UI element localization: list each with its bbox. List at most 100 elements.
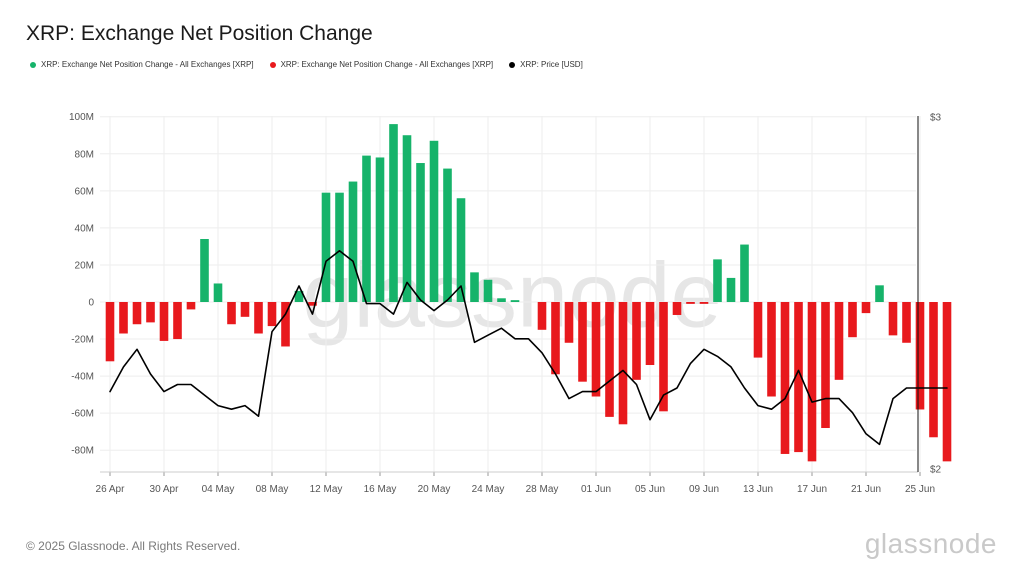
bars: [105, 124, 952, 462]
brand-logo-text: glassnode: [864, 528, 997, 559]
bar-negative: [227, 302, 236, 325]
bar-positive: [389, 124, 398, 302]
x-tick-label: 13 Jun: [743, 484, 773, 495]
legend-dot-negative: [269, 61, 276, 68]
legend-label-positive: XRP: Exchange Net Position Change - All …: [41, 60, 254, 69]
legend-item-price[interactable]: XRP: Price [USD]: [509, 60, 583, 69]
bar-negative: [308, 302, 317, 306]
bar-positive: [321, 192, 331, 302]
bar-negative: [105, 302, 115, 362]
bar-negative: [686, 302, 695, 304]
legend-dot-positive: [30, 61, 36, 68]
bar-negative: [767, 302, 776, 397]
y-tick-label: 40M: [75, 223, 94, 234]
bar-negative: [861, 302, 871, 314]
bar-negative: [119, 302, 128, 334]
bar-negative: [591, 302, 601, 397]
y-tick-label: -80M: [71, 446, 94, 457]
bar-positive: [875, 285, 884, 302]
bar-positive: [740, 244, 749, 302]
bar-positive: [429, 140, 439, 302]
bar-positive: [416, 163, 425, 302]
x-tick-label: 16 May: [364, 484, 397, 495]
x-tick-label: 24 May: [472, 484, 505, 495]
bar-positive: [483, 279, 493, 302]
x-tick-label: 26 Apr: [96, 484, 126, 495]
bar-positive: [510, 300, 520, 302]
bar-positive: [402, 135, 412, 302]
price-layer: [109, 250, 948, 446]
x-tick-label: 04 May: [202, 484, 235, 495]
y-right-tick-label: $2: [930, 465, 942, 476]
y-tick-label: -20M: [71, 335, 94, 346]
copyright-footer: © 2025 Glassnode. All Rights Reserved.: [26, 539, 241, 553]
y-tick-label: 80M: [75, 149, 94, 160]
bar-negative: [848, 302, 857, 338]
x-tick-label: 08 May: [256, 484, 289, 495]
x-tick-label: 05 Jun: [635, 484, 665, 495]
bar-positive: [375, 157, 385, 302]
bar-negative: [564, 302, 574, 343]
bar-negative: [753, 302, 763, 358]
bar-negative: [159, 302, 169, 341]
bar-negative: [659, 302, 668, 412]
y-tick-label: 100M: [69, 112, 94, 123]
x-tick-label: 30 Apr: [150, 484, 180, 495]
bar-positive: [362, 155, 371, 302]
x-tick-label: 21 Jun: [851, 484, 881, 495]
legend-item-positive[interactable]: XRP: Exchange Net Position Change - All …: [30, 60, 254, 69]
legend-item-negative[interactable]: XRP: Exchange Net Position Change - All …: [269, 60, 494, 69]
bar-negative: [537, 302, 547, 330]
y-right-tick-label: $3: [930, 113, 942, 124]
y-tick-label: 60M: [75, 186, 94, 197]
legend-dot-price: [509, 61, 516, 68]
x-tick-label: 25 Jun: [905, 484, 935, 495]
bar-negative: [186, 302, 196, 310]
bar-positive: [497, 298, 506, 302]
bar-negative: [942, 302, 952, 462]
legend-label-negative: XRP: Exchange Net Position Change - All …: [280, 60, 494, 69]
bar-positive: [456, 198, 466, 302]
bar-negative: [254, 302, 263, 334]
bar-negative: [834, 302, 844, 380]
bar-negative: [146, 302, 155, 323]
price-line: [109, 250, 948, 446]
bar-negative: [132, 302, 142, 325]
bar-negative: [672, 302, 682, 315]
bar-positive: [713, 259, 722, 302]
bar-negative: [281, 302, 290, 347]
bar-negative: [645, 302, 655, 366]
x-tick-label: 01 Jun: [581, 484, 611, 495]
bar-negative: [888, 302, 898, 336]
bar-positive: [348, 181, 358, 302]
bar-negative: [794, 302, 803, 453]
y-tick-label: -60M: [71, 409, 94, 420]
bar-negative: [821, 302, 830, 429]
bar-positive: [726, 277, 736, 302]
chart-legend: XRP: Exchange Net Position Change - All …: [30, 60, 583, 69]
y-tick-label: 0: [88, 298, 94, 309]
bar-negative: [929, 302, 938, 438]
bar-negative: [240, 302, 250, 317]
bar-positive: [213, 283, 223, 302]
bar-negative: [605, 302, 614, 417]
bar-positive: [200, 238, 209, 302]
bar-positive: [335, 192, 344, 302]
bar-positive: [470, 272, 479, 302]
x-tick-label: 09 Jun: [689, 484, 719, 495]
bar-positive: [443, 168, 452, 302]
bar-negative: [632, 302, 641, 380]
x-tick-label: 17 Jun: [797, 484, 827, 495]
bar-negative: [551, 302, 560, 375]
legend-label-price: XRP: Price [USD]: [520, 60, 583, 69]
bar-positive: [294, 290, 304, 302]
y-tick-label: 20M: [75, 260, 94, 271]
axes: 100M 80M 60M 40M 20M 0 -20M -40M -60M -80M 26 Apr 3…: [69, 112, 942, 495]
bar-negative: [902, 302, 911, 343]
bar-negative: [807, 302, 817, 462]
bar-negative: [173, 302, 182, 340]
bar-negative: [915, 302, 925, 410]
bar-negative: [578, 302, 587, 382]
bar-negative: [618, 302, 628, 425]
